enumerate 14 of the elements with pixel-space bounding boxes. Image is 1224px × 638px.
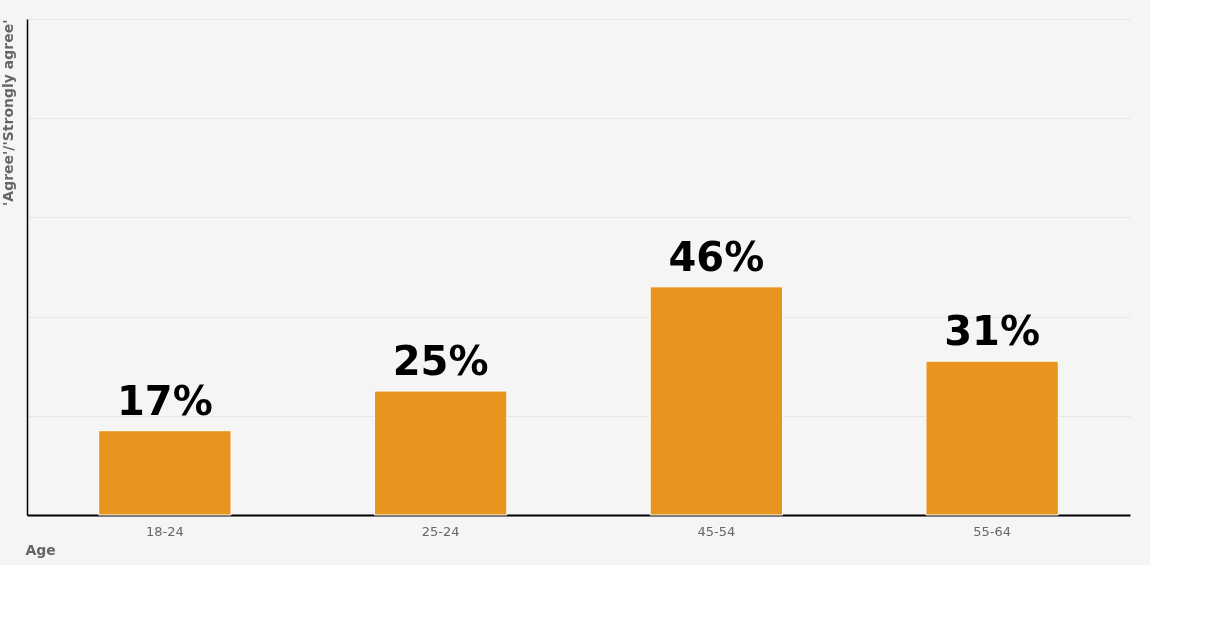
data-label: 17%	[117, 377, 213, 424]
bar	[98, 430, 232, 516]
data-label: 25%	[392, 338, 489, 384]
bar	[925, 360, 1059, 516]
data-label: 46%	[668, 233, 765, 280]
x-tick-label: 55-64	[973, 523, 1012, 539]
x-axis-title: Age	[25, 541, 56, 558]
data-label: 31%	[944, 308, 1040, 355]
bar	[649, 286, 784, 516]
bar	[373, 390, 508, 516]
x-tick-label: 18-24	[145, 523, 184, 539]
y-axis-title: 'Agree'/'Strongly agree'	[0, 19, 16, 206]
x-tick-label: 45-54	[697, 523, 736, 539]
x-tick-label: 25-24	[421, 523, 460, 539]
